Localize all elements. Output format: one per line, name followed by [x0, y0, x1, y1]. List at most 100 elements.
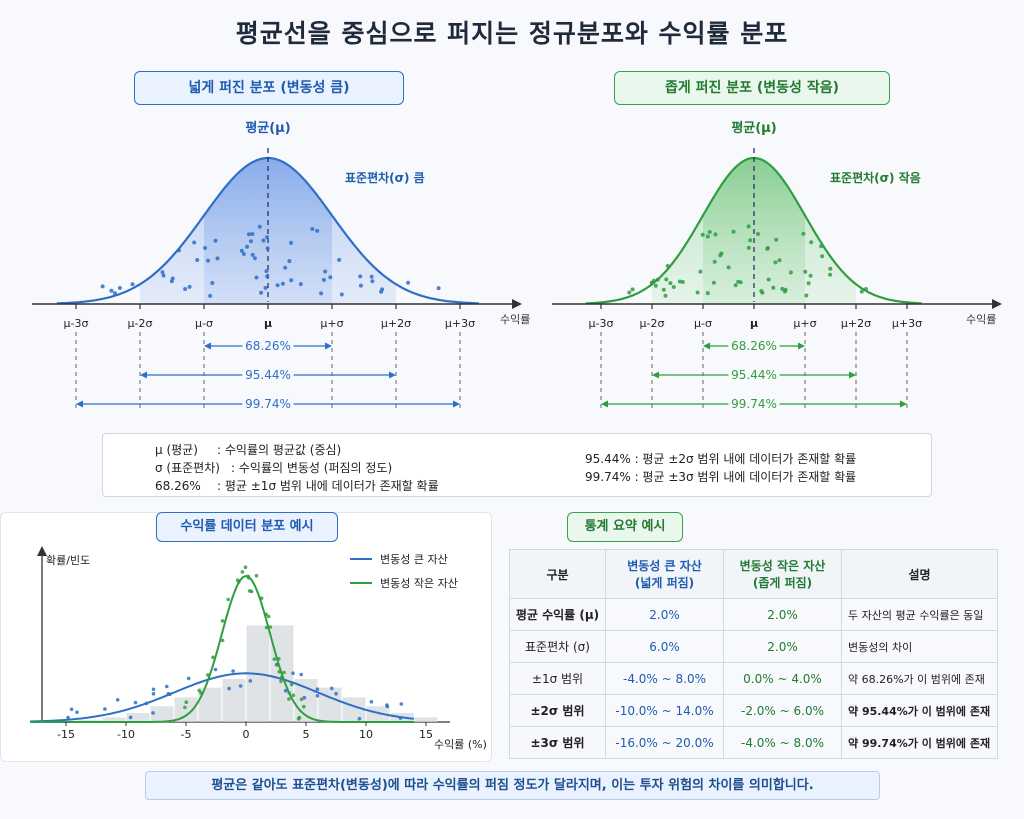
stats-cell: -4.0% ~ 8.0%: [605, 662, 724, 695]
wide-sample-dot: [275, 283, 280, 288]
narrow-arrow-left-icon: [703, 342, 710, 350]
narrow-sample-dot: [695, 290, 700, 295]
narrow-sample-dot: [760, 290, 765, 295]
narrow-range-bg: [728, 338, 780, 354]
wide-sample-dot: [248, 239, 253, 244]
chart-legend-label: 변동성 작은 자산: [380, 577, 458, 590]
wide-sample-dot: [241, 252, 246, 256]
stats-cell: 약 68.26%가 이 범위에 존재: [841, 662, 998, 695]
wide-sample-dot: [287, 259, 292, 264]
chart-sample-dot: [259, 596, 264, 600]
wide-sample-dot: [321, 277, 326, 282]
def-desc-mean: : 수익률의 평균값 (중심): [217, 443, 342, 457]
chart-sample-dot: [248, 679, 253, 683]
wide-arrow-left-icon: [204, 342, 211, 350]
stats-cell: 2.0%: [605, 598, 724, 631]
chart-curves: [29, 574, 415, 723]
stats-row: 표준편차 (σ) 6.0% 2.0% 변동성의 차이: [509, 630, 998, 663]
chart-series-curve-wide: [29, 672, 415, 723]
wide-sample-dot: [265, 246, 270, 251]
stats-table-wrap: 구분 변동성 큰 자산 (넓게 퍼짐) 변동성 작은 자산 (좁게 퍼짐) 설명 평균 수익…: [509, 549, 998, 759]
def-term-mean: μ (평균): [155, 443, 198, 457]
chart-sample-dot: [151, 711, 155, 715]
narrow-distribution-label: 좁게 퍼진 분포 (변동성 작음): [614, 71, 890, 105]
stats-cell: 두 자산의 평균 수익률은 동일: [841, 598, 998, 631]
chart-x-label: 수익률 (%): [434, 738, 487, 751]
stats-row: ±1σ 범위 -4.0% ~ 8.0% 0.0% ~ 4.0% 약 68.26%가 이…: [509, 662, 998, 695]
chart-sample-dot: [220, 638, 225, 643]
narrow-tick-label: μ-3σ: [589, 317, 614, 330]
chart-sample-dot: [213, 667, 218, 672]
chart-histogram-bar: [318, 687, 342, 722]
chart-sample-dot: [115, 698, 120, 702]
narrow-tick-labels: μ-3σ μ-2σ μ-σ μ μ+σ μ+2σ μ+3σ: [589, 304, 922, 410]
wide-sample-dot: [250, 232, 255, 236]
chart-x-tick-label: -15: [57, 728, 75, 741]
wide-distribution-label: 넓게 퍼진 분포 (변동성 큼): [134, 71, 404, 105]
chart-sample-dot: [302, 695, 307, 700]
wide-tick-label: μ: [264, 317, 272, 330]
wide-sample-dot: [264, 269, 269, 274]
narrow-sample-dot: [663, 293, 668, 298]
narrow-arrow-right-icon: [900, 400, 907, 408]
wide-sample-dot: [259, 290, 264, 295]
chart-histogram-bar: [174, 697, 198, 722]
wide-axis-arrow-icon: [512, 299, 522, 309]
narrow-sample-dot: [677, 279, 682, 284]
wide-sample-dot: [261, 238, 266, 243]
chart-sample-dot: [199, 691, 203, 695]
chart-histogram-bar: [366, 706, 390, 722]
wide-sample-dot: [192, 240, 197, 245]
stats-table: 구분 변동성 큰 자산 (넓게 퍼짐) 변동성 작은 자산 (좁게 퍼짐) 설명 평균 수익…: [509, 549, 998, 759]
wide-sample-dot: [328, 275, 333, 280]
narrow-tick-label: μ-2σ: [640, 317, 665, 330]
chart-sample-dot: [246, 574, 250, 579]
narrow-sample-dot: [733, 283, 738, 288]
wide-sample-dot: [183, 287, 188, 291]
narrow-sample-dot: [671, 285, 676, 289]
chart-sample-dot: [243, 565, 248, 569]
wide-sample-dot: [406, 280, 411, 285]
chart-x-tick-label: 0: [243, 728, 250, 741]
stats-cell: 평균 수익률 (μ): [509, 598, 606, 631]
wide-sample-dot: [206, 258, 210, 263]
chart-sample-dot: [277, 670, 282, 674]
stats-cell: 2.0%: [723, 598, 842, 631]
chart-sample-dot: [283, 688, 288, 693]
wide-sample-dot: [203, 246, 208, 250]
narrow-range-label: 95.44%: [731, 368, 777, 382]
stats-row: 평균 수익률 (μ) 2.0% 2.0% 두 자산의 평균 수익률은 동일: [509, 598, 998, 631]
chart-sample-dot: [272, 657, 277, 661]
narrow-sample-dot: [808, 273, 813, 278]
chart-sample-dot: [237, 580, 241, 584]
wide-range-markers: 68.26% 95.44% 99.74%: [76, 338, 460, 412]
stats-section-label: 통계 요약 예시: [567, 512, 683, 542]
chart-sample-dot: [264, 625, 269, 630]
stats-cell: ±1σ 범위: [509, 662, 606, 695]
narrow-sample-dot: [773, 260, 778, 265]
chart-section-label: 수익률 데이터 분포 예시: [156, 512, 338, 542]
wide-mean-label: 평균(μ): [245, 120, 290, 136]
wide-tick-label: μ-2σ: [128, 317, 153, 330]
chart-sample-dot: [289, 682, 294, 687]
narrow-sd-label: 표준편차(σ) 작음: [830, 170, 921, 185]
stats-row: ±2σ 범위 -10.0% ~ 14.0% -2.0% ~ 6.0% 약 95.44%…: [509, 694, 998, 727]
stats-cell: -16.0% ~ 20.0%: [605, 726, 724, 759]
wide-sample-dot: [246, 232, 251, 237]
wide-sample-dot: [358, 274, 363, 279]
narrow-tick-label: μ: [750, 317, 758, 330]
chart-legend-label: 변동성 큰 자산: [380, 553, 448, 566]
wide-sample-dot: [436, 286, 441, 291]
wide-range-label: 68.26%: [245, 339, 291, 353]
wide-sample-dot: [254, 275, 259, 280]
def-desc-68: : 평균 ±1σ 범위 내에 데이터가 존재할 확률: [217, 479, 439, 493]
narrow-sample-dot: [668, 281, 673, 286]
chart-sample-dot: [183, 705, 187, 710]
chart-sample-dot: [275, 663, 280, 667]
chart-sample-dot: [398, 716, 403, 720]
narrow-tick-label: μ+2σ: [841, 317, 871, 330]
chart-sample-dot: [151, 687, 156, 692]
narrow-sample-dot: [801, 231, 806, 236]
wide-sample-dot: [161, 273, 166, 278]
